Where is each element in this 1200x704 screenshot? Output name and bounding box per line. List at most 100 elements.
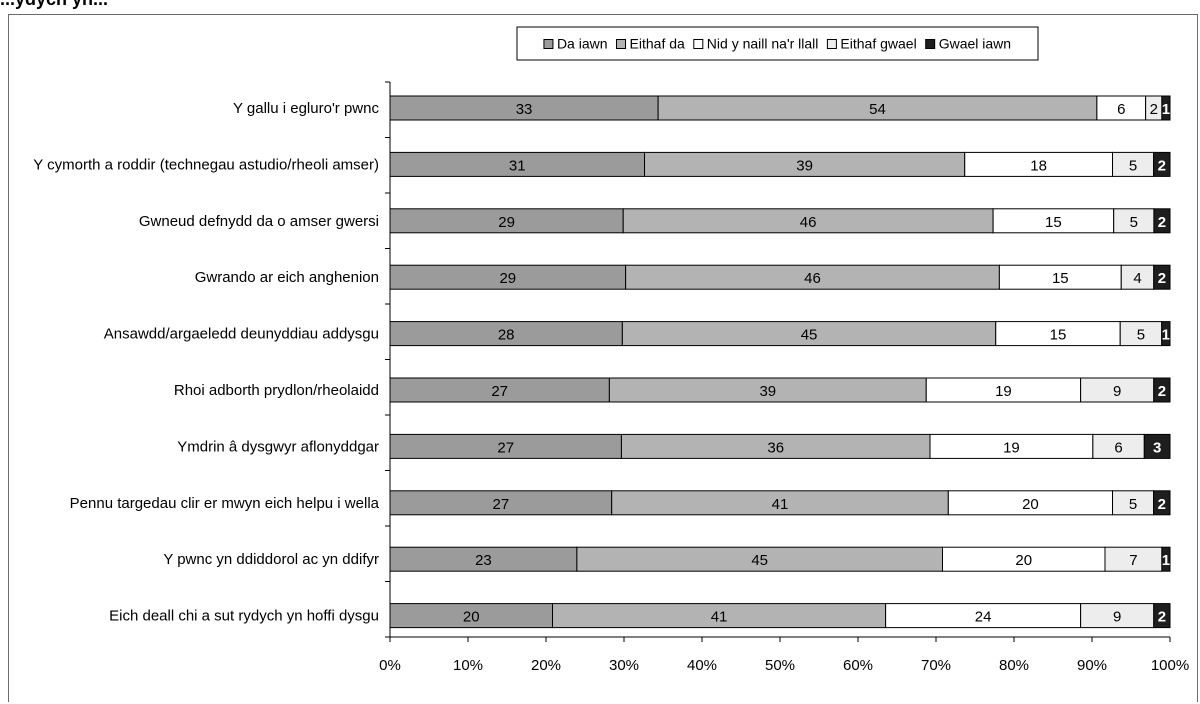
value-tick-label: 20% (531, 657, 561, 674)
bar-segment (625, 264, 1000, 290)
legend-swatch (693, 39, 704, 49)
value-tick-label: 30% (609, 657, 639, 674)
data-label: 29 (499, 270, 516, 287)
data-label: 45 (801, 327, 818, 344)
legend-label: Eithaf da (630, 36, 685, 52)
data-label: 1 (1162, 552, 1170, 569)
bar-segment (1143, 433, 1171, 459)
chart-frame (8, 14, 1198, 702)
category-label: Ansawdd/argaeledd deunyddiau addysgu (104, 326, 379, 343)
bar-segment (1161, 321, 1171, 347)
data-label: 19 (995, 383, 1012, 400)
data-label: 36 (767, 439, 784, 456)
bar-segment (1104, 546, 1163, 572)
bar-segment (1161, 546, 1171, 572)
data-label: 23 (475, 552, 492, 569)
bar-segment (1153, 603, 1171, 629)
data-label: 7 (1129, 552, 1137, 569)
bar-segment (1161, 95, 1171, 121)
data-label: 27 (492, 496, 509, 513)
data-label: 2 (1158, 609, 1166, 626)
data-label: 5 (1137, 327, 1145, 344)
category-label: Pennu targedau clir er mwyn eich helpu i… (70, 495, 380, 512)
category-label: Gwneud defnydd da o amser gwersi (139, 213, 379, 230)
category-label: Rhoi adborth prydlon/rheolaidd (174, 382, 379, 399)
data-label: 6 (1114, 439, 1122, 456)
category-label: Y gallu i egluro'r pwnc (233, 100, 380, 117)
bar-segment (389, 321, 623, 347)
data-label: 45 (751, 552, 768, 569)
data-label: 4 (1133, 270, 1141, 287)
category-label: Y cymorth a roddir (technegau astudio/rh… (33, 156, 379, 173)
legend-swatch (925, 39, 936, 49)
bar-segment (621, 321, 997, 347)
data-label: 3 (1153, 439, 1161, 456)
data-label: 20 (1022, 496, 1039, 513)
bar-segment (389, 151, 646, 177)
data-label: 2 (1158, 157, 1166, 174)
bar-segment (1153, 208, 1171, 234)
value-tick-label: 40% (687, 657, 717, 674)
data-label: 9 (1113, 609, 1121, 626)
data-label: 2 (1150, 101, 1158, 118)
value-tick-label: 60% (843, 657, 873, 674)
category-label: Y pwnc yn ddiddorol ac yn ddifyr (163, 551, 379, 568)
data-label: 20 (1015, 552, 1032, 569)
bar-segment (1112, 490, 1155, 516)
bar-segment (1119, 321, 1163, 347)
data-label: 6 (1117, 101, 1125, 118)
category-label: Eich deall chi a sut rydych yn hoffi dys… (109, 608, 379, 625)
legend-label: Eithaf gwael (840, 36, 916, 52)
bar-segment (644, 151, 966, 177)
data-label: 27 (491, 383, 508, 400)
bar-segment (1080, 603, 1155, 629)
bar-segment (576, 546, 943, 572)
data-label: 5 (1129, 157, 1137, 174)
legend-label: Nid y naill na'r llall (707, 36, 819, 52)
legend-label: Gwael iawn (939, 36, 1011, 52)
data-label: 28 (498, 327, 515, 344)
bar-segment (620, 433, 931, 459)
bars: 33 54 6 2 131 39 18 5 229 46 15 5 229 46 15 4 228 45 15 5 12… (389, 95, 1171, 629)
bar-segment (608, 377, 927, 403)
value-tick-label: 50% (765, 657, 795, 674)
category-label: Gwrando ar eich anghenion (195, 269, 379, 286)
bar-segment (389, 208, 624, 234)
data-label: 1 (1162, 327, 1170, 344)
axes: 0% 10% 20% 30% 40% 50% 60% 70% 80% 90% 100% (379, 81, 1189, 674)
data-label: 2 (1158, 383, 1166, 400)
value-tick-label: 90% (1077, 657, 1107, 674)
bar-segment (947, 490, 1114, 516)
bar-segment (1080, 377, 1155, 403)
data-label: 20 (463, 609, 480, 626)
category-label: Ymdrin â dysgwyr aflonyddgar (177, 438, 379, 455)
data-label: 29 (498, 214, 515, 231)
data-label: 46 (804, 270, 821, 287)
data-label: 54 (869, 101, 886, 118)
data-label: 15 (1052, 270, 1069, 287)
legend-swatch (826, 39, 837, 49)
bar-segment (611, 490, 949, 516)
data-label: 1 (1162, 101, 1170, 118)
data-label: 15 (1045, 214, 1062, 231)
bar-segment (929, 433, 1094, 459)
value-tick-label: 80% (999, 657, 1029, 674)
data-label: 2 (1158, 214, 1166, 231)
data-label: 39 (796, 157, 813, 174)
bar-segment (1153, 264, 1171, 290)
value-tick-label: 0% (379, 657, 401, 674)
bar-segment (389, 490, 613, 516)
data-label: 33 (516, 101, 533, 118)
data-label: 9 (1113, 383, 1121, 400)
data-label: 31 (509, 157, 526, 174)
value-tick-label: 10% (453, 657, 483, 674)
bar-segment (389, 95, 659, 121)
data-label: 5 (1129, 496, 1137, 513)
bar-segment (964, 151, 1114, 177)
bar-segment (1153, 490, 1171, 516)
data-label: 41 (772, 496, 789, 513)
bar-segment (1096, 95, 1147, 121)
data-label: 2 (1158, 496, 1166, 513)
data-label: 39 (759, 383, 776, 400)
